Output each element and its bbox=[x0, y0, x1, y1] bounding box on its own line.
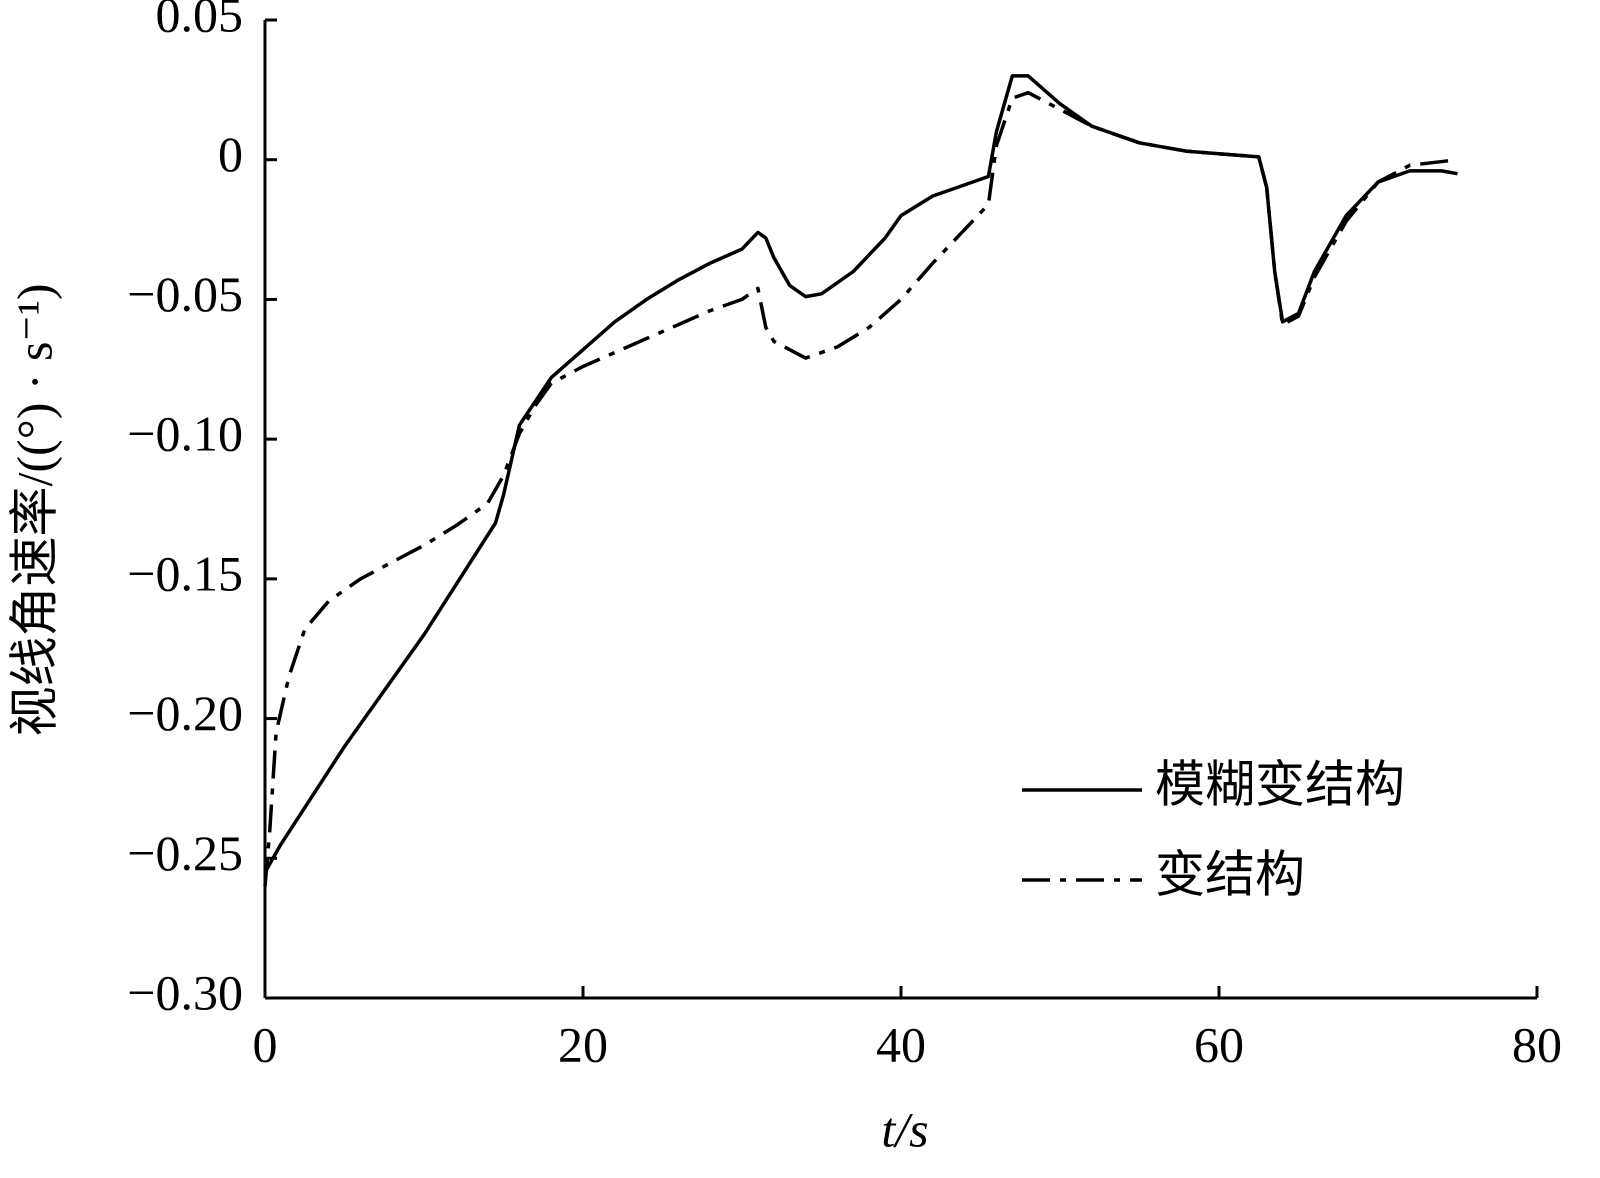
legend-label: 模糊变结构 bbox=[1155, 756, 1405, 812]
y-tick-label: −0.30 bbox=[127, 964, 243, 1020]
x-tick-label: 60 bbox=[1194, 1016, 1244, 1072]
y-tick-label: 0.05 bbox=[156, 0, 244, 42]
x-tick-label: 80 bbox=[1512, 1016, 1562, 1072]
x-tick-label: 40 bbox=[876, 1016, 926, 1072]
y-tick-label: −0.10 bbox=[127, 406, 243, 462]
y-tick-label: −0.20 bbox=[127, 685, 243, 741]
x-tick-label: 0 bbox=[253, 1016, 278, 1072]
y-tick-label: −0.05 bbox=[127, 266, 243, 322]
series-line bbox=[263, 90, 1458, 887]
x-axis-label: t/s bbox=[881, 1101, 928, 1157]
y-tick-label: −0.25 bbox=[127, 825, 243, 881]
series-line bbox=[263, 74, 1458, 874]
x-tick-label: 20 bbox=[558, 1016, 608, 1072]
y-axis-label: 视线角速率/((°) · s⁻¹) bbox=[6, 284, 62, 737]
y-tick-label: −0.15 bbox=[127, 545, 243, 601]
y-tick-label: 0 bbox=[218, 126, 243, 182]
legend-label: 变结构 bbox=[1155, 846, 1305, 902]
